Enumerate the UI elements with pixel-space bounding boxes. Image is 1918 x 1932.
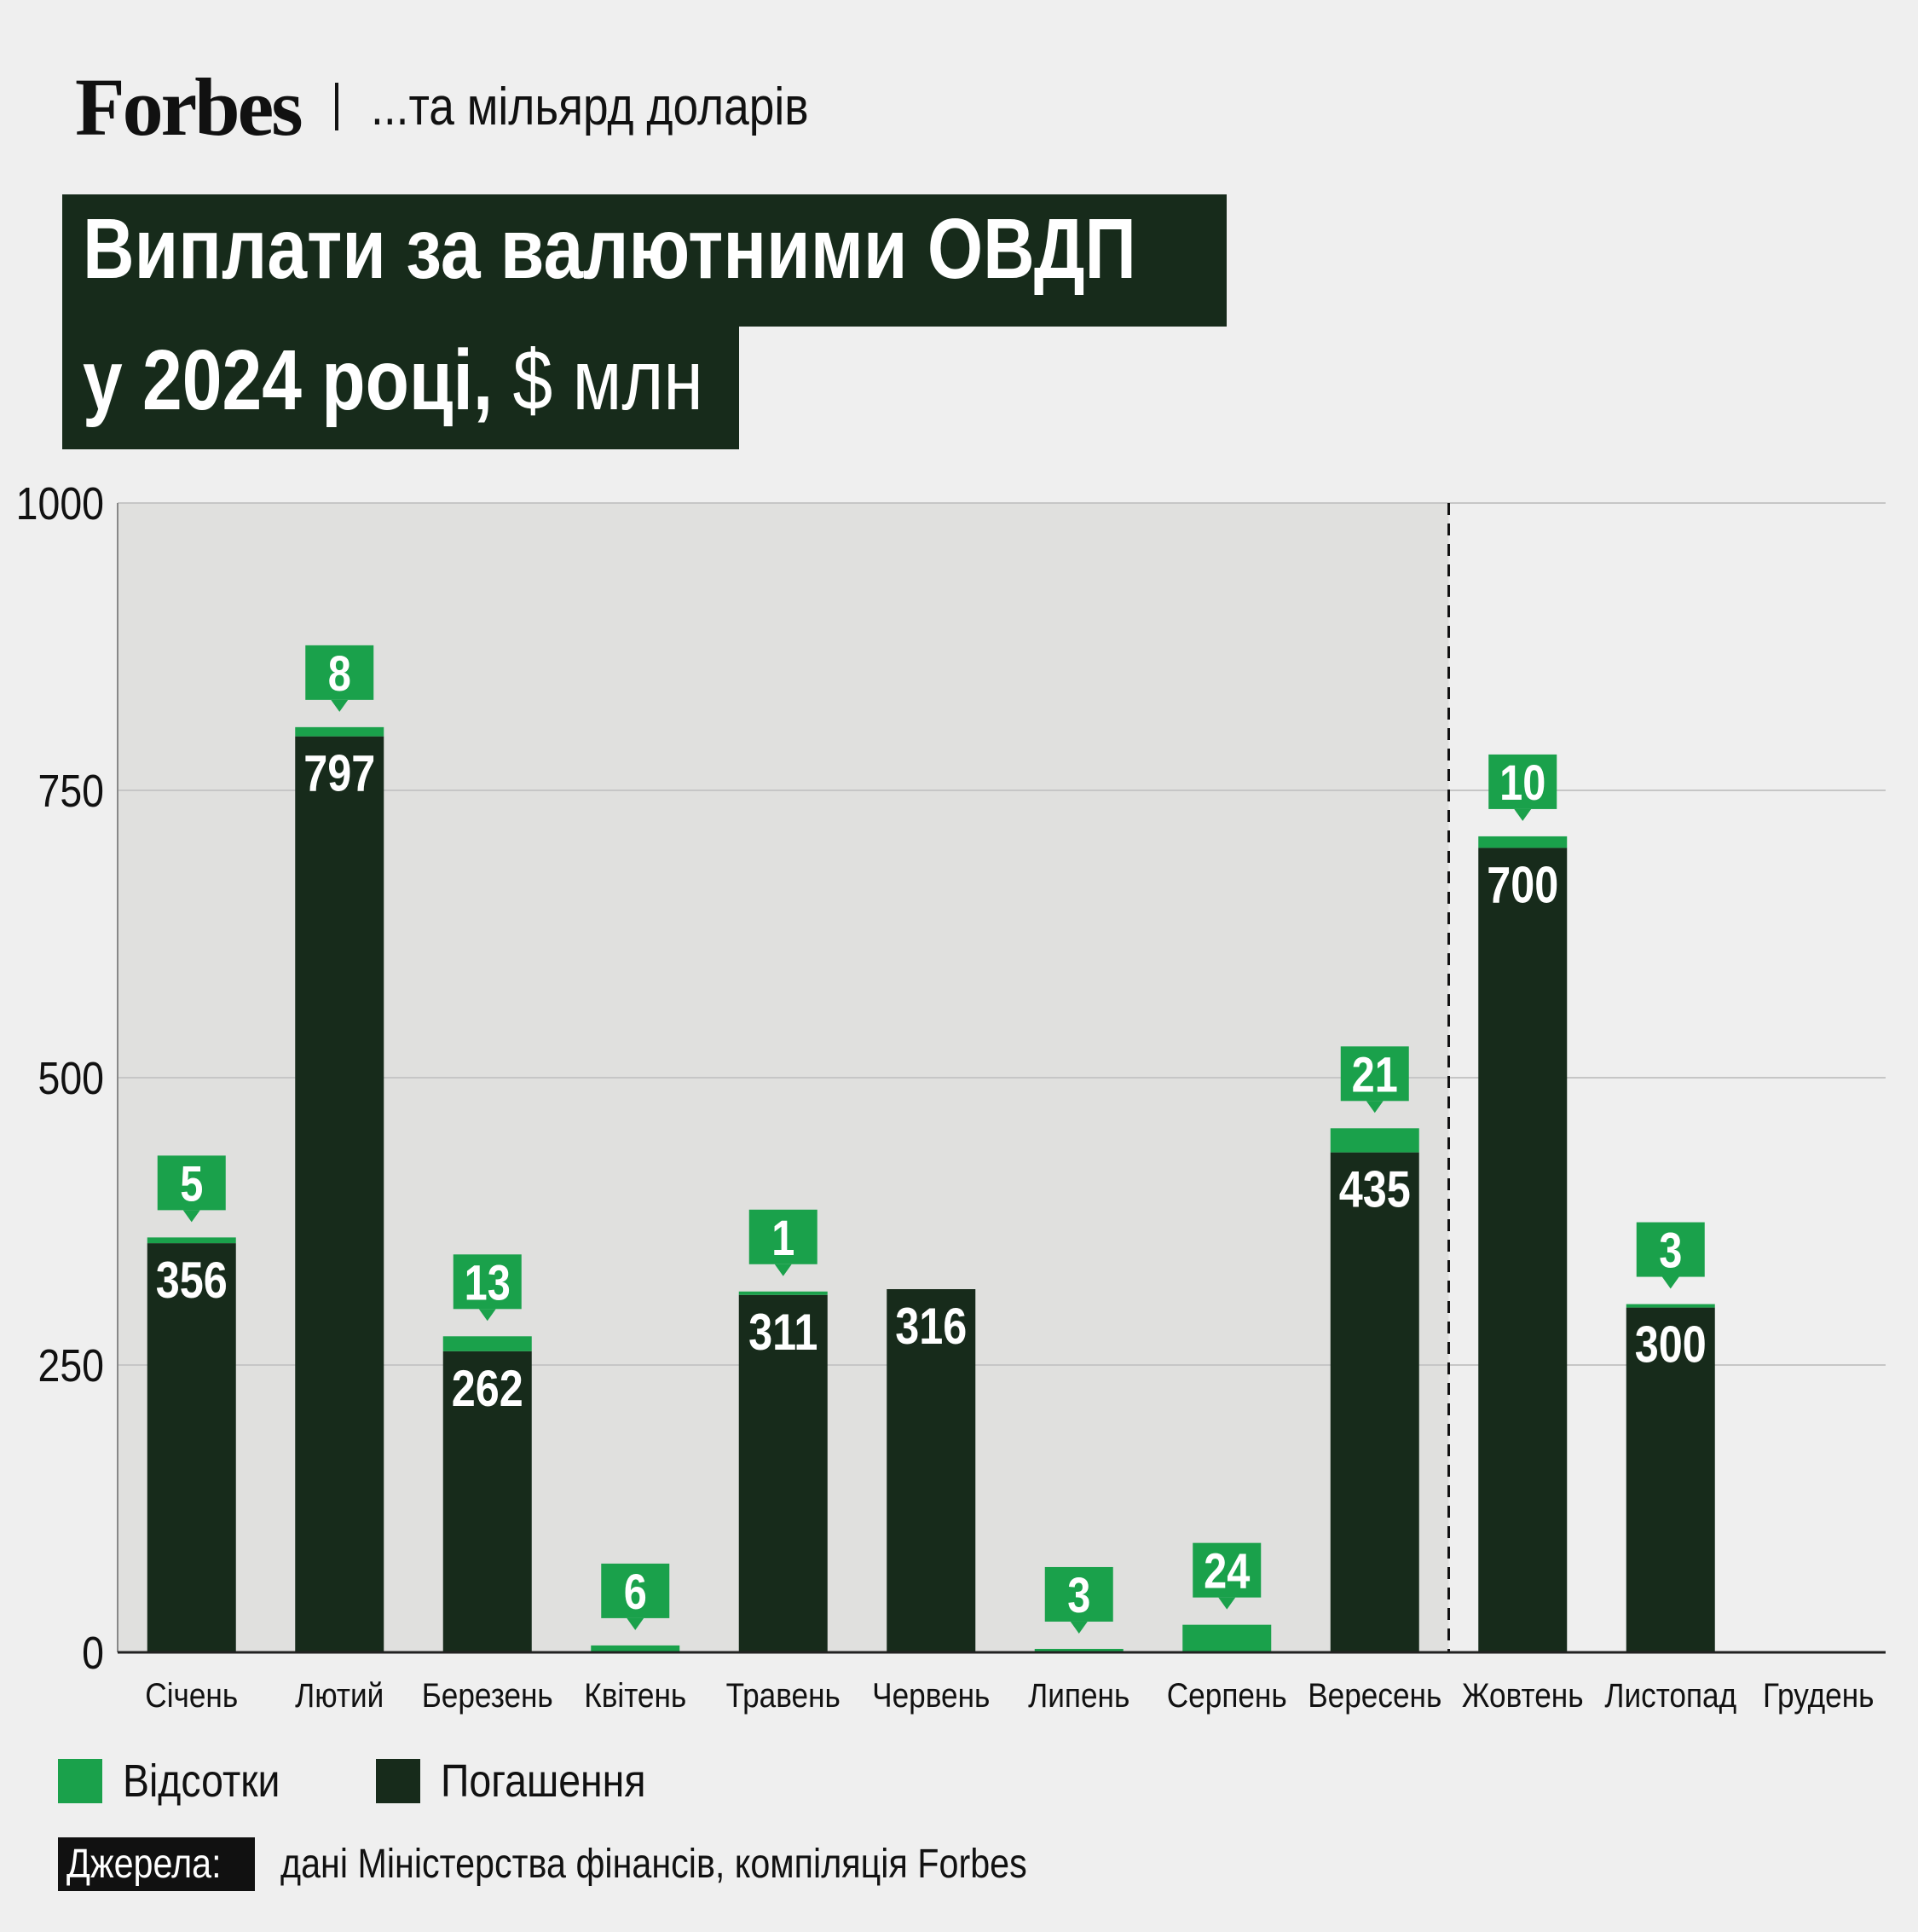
interest-callout xyxy=(748,1209,817,1264)
interest-callout xyxy=(157,1155,226,1211)
repayment-label: 311 xyxy=(748,1304,817,1361)
interest-label: 3 xyxy=(1067,1569,1090,1623)
repayment-label: 435 xyxy=(1339,1160,1411,1218)
bar-chart: 025050075010003565Січень7978Лютий26213Бе… xyxy=(16,477,1886,1715)
legend: Відсотки Погашення xyxy=(58,1755,748,1808)
header-subtitle: ...та мільярд доларів xyxy=(370,77,809,136)
callout-pointer xyxy=(1070,1621,1088,1634)
interest-callout xyxy=(1340,1046,1409,1102)
repayment-label: 316 xyxy=(895,1298,967,1355)
repayment-label: 797 xyxy=(303,745,375,802)
x-tick-label: Травень xyxy=(726,1676,841,1715)
callout-pointer xyxy=(627,1617,644,1630)
legend-swatch-repayment xyxy=(375,1759,420,1803)
bar-repayment xyxy=(738,1294,828,1652)
interest-label: 1 xyxy=(771,1212,794,1266)
callout-pointer xyxy=(1514,808,1532,821)
bar-repayment xyxy=(1626,1307,1715,1652)
x-tick-label: Квітень xyxy=(584,1676,686,1715)
interest-label: 3 xyxy=(1659,1224,1682,1279)
bar-interest xyxy=(442,1336,532,1351)
x-tick-label: Серпень xyxy=(1167,1676,1287,1715)
bar-repayment xyxy=(295,736,384,1652)
legend-label-repayment: Погашення xyxy=(440,1756,645,1807)
interest-callout xyxy=(601,1563,670,1618)
callout-pointer xyxy=(1218,1597,1236,1610)
bar-interest xyxy=(1182,1624,1272,1652)
bar-repayment xyxy=(887,1289,976,1652)
y-tick-label: 500 xyxy=(38,1052,104,1104)
title-unit: $ млн xyxy=(512,333,703,428)
callout-pointer xyxy=(478,1309,496,1322)
x-tick-label: Лютий xyxy=(295,1676,384,1715)
bar-interest xyxy=(147,1237,236,1244)
repayment-label: 262 xyxy=(452,1360,523,1417)
x-tick-label: Липень xyxy=(1028,1676,1129,1715)
interest-callout xyxy=(1636,1222,1705,1277)
y-tick-label: 1000 xyxy=(16,477,104,529)
interest-label: 5 xyxy=(180,1157,203,1212)
interest-callout xyxy=(1193,1542,1262,1598)
chart-title: Виплати за валютними ОВДП у 2024 році, $… xyxy=(62,194,1227,449)
bar-interest xyxy=(738,1291,828,1295)
repayment-label: 356 xyxy=(156,1252,228,1309)
interest-callout xyxy=(1488,754,1557,809)
interest-label: 10 xyxy=(1499,756,1545,811)
interest-label: 8 xyxy=(328,647,351,702)
x-tick-label: Листопад xyxy=(1604,1676,1736,1715)
y-tick-label: 750 xyxy=(38,765,104,817)
interest-callout xyxy=(453,1254,522,1310)
x-tick-label: Січень xyxy=(145,1676,238,1715)
bar-repayment xyxy=(1330,1152,1419,1652)
repayment-label: 300 xyxy=(1635,1316,1707,1373)
callout-pointer xyxy=(1366,1101,1384,1114)
callout-pointer xyxy=(331,699,349,712)
legend-item-interest: Відсотки xyxy=(58,1755,306,1808)
title-line-1: Виплати за валютними ОВДП xyxy=(62,194,1227,327)
bar-interest xyxy=(591,1645,680,1652)
bar-interest xyxy=(295,726,384,737)
bar-repayment xyxy=(1478,847,1568,1652)
x-tick-label: Вересень xyxy=(1308,1676,1441,1715)
header-divider xyxy=(334,83,338,130)
x-tick-label: Грудень xyxy=(1763,1676,1875,1715)
bar-interest xyxy=(1478,836,1568,848)
source-note: Джерела: дані Міністерства фінансів, ком… xyxy=(58,1837,1148,1891)
bar-repayment xyxy=(147,1243,236,1652)
bar-interest xyxy=(1330,1128,1419,1153)
legend-item-repayment: Погашення xyxy=(375,1755,679,1808)
y-tick-label: 250 xyxy=(38,1339,104,1391)
callout-pointer xyxy=(1661,1276,1679,1289)
interest-callout xyxy=(305,645,374,700)
source-text: дані Міністерства фінансів, компіляція F… xyxy=(280,1842,1027,1887)
interest-label: 24 xyxy=(1204,1545,1250,1599)
legend-swatch-interest xyxy=(58,1759,102,1803)
bar-interest xyxy=(1626,1304,1715,1308)
callout-pointer xyxy=(774,1264,792,1276)
title-year: у 2024 році, xyxy=(83,333,494,428)
interest-label: 21 xyxy=(1352,1048,1398,1102)
forbes-logo: Forbes xyxy=(75,61,303,153)
x-tick-label: Червень xyxy=(872,1676,990,1715)
x-tick-label: Жовтень xyxy=(1462,1676,1584,1715)
interest-label: 6 xyxy=(624,1565,647,1620)
interest-callout xyxy=(1044,1566,1113,1622)
title-line-2: у 2024 році, $ млн xyxy=(62,326,739,449)
source-tag: Джерела: xyxy=(58,1837,256,1891)
y-tick-label: 0 xyxy=(82,1627,104,1679)
bar-interest xyxy=(1034,1648,1124,1652)
legend-label-interest: Відсотки xyxy=(123,1756,280,1807)
interest-label: 13 xyxy=(465,1256,511,1310)
repayment-label: 700 xyxy=(1487,856,1558,913)
header: Forbes ...та мільярд доларів xyxy=(75,60,880,153)
x-tick-label: Березень xyxy=(422,1676,553,1715)
bar-repayment xyxy=(442,1351,532,1652)
callout-pointer xyxy=(182,1210,200,1223)
